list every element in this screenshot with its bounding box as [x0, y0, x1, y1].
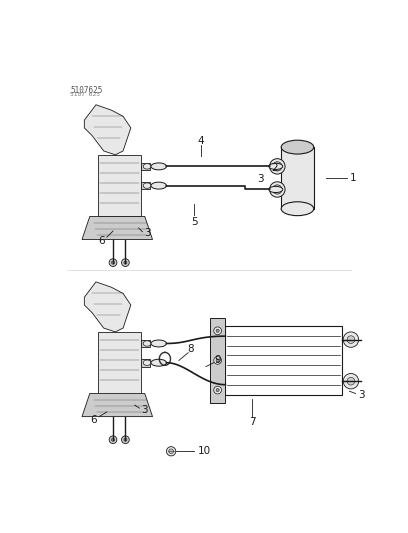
Text: 7: 7	[249, 417, 256, 427]
Circle shape	[109, 259, 117, 266]
Circle shape	[275, 165, 279, 168]
Text: 6: 6	[90, 415, 97, 425]
Bar	[141, 182, 150, 189]
Circle shape	[166, 447, 176, 456]
Polygon shape	[84, 282, 131, 332]
Ellipse shape	[151, 359, 166, 366]
Text: 10: 10	[198, 446, 211, 456]
Circle shape	[216, 389, 219, 392]
Ellipse shape	[143, 183, 151, 188]
Circle shape	[343, 332, 359, 348]
Bar	[281, 147, 314, 209]
Circle shape	[169, 449, 173, 454]
Ellipse shape	[281, 202, 314, 216]
Circle shape	[273, 185, 282, 194]
Bar	[210, 318, 225, 403]
Circle shape	[347, 336, 355, 343]
Polygon shape	[82, 393, 153, 417]
Circle shape	[122, 259, 129, 266]
Circle shape	[270, 159, 285, 174]
Bar	[141, 340, 150, 348]
Circle shape	[275, 188, 279, 191]
Text: 3: 3	[144, 228, 151, 238]
Text: 3: 3	[257, 174, 264, 184]
Ellipse shape	[269, 187, 283, 192]
Circle shape	[347, 377, 355, 385]
Polygon shape	[82, 216, 153, 239]
Text: 3: 3	[358, 390, 364, 400]
Circle shape	[343, 374, 359, 389]
Ellipse shape	[151, 340, 166, 347]
Circle shape	[273, 161, 282, 171]
Circle shape	[109, 436, 117, 443]
Circle shape	[216, 329, 219, 332]
Text: 5: 5	[191, 217, 198, 227]
Ellipse shape	[143, 341, 151, 346]
Bar	[98, 155, 141, 216]
Bar	[98, 332, 141, 393]
Ellipse shape	[281, 140, 314, 154]
Circle shape	[214, 386, 222, 394]
Text: 4: 4	[197, 136, 204, 146]
Bar	[141, 163, 150, 170]
Bar	[225, 326, 341, 395]
Ellipse shape	[269, 163, 283, 169]
Text: 2: 2	[272, 163, 278, 173]
Circle shape	[124, 261, 127, 264]
Ellipse shape	[151, 163, 166, 170]
Circle shape	[111, 261, 115, 264]
Circle shape	[214, 357, 222, 364]
Circle shape	[216, 359, 219, 362]
Polygon shape	[84, 105, 131, 155]
Circle shape	[214, 327, 222, 335]
Circle shape	[270, 182, 285, 197]
Text: 3: 3	[141, 406, 147, 415]
Text: 5107 625: 5107 625	[70, 92, 100, 98]
Text: 8: 8	[187, 344, 194, 354]
Text: 6: 6	[98, 236, 105, 246]
Circle shape	[124, 438, 127, 441]
Ellipse shape	[143, 164, 151, 169]
Ellipse shape	[143, 360, 151, 366]
Circle shape	[122, 436, 129, 443]
Circle shape	[111, 438, 115, 441]
Text: 5107625: 5107625	[70, 85, 103, 94]
Bar	[141, 359, 150, 367]
Text: 1: 1	[350, 173, 357, 183]
Text: 9: 9	[214, 356, 221, 366]
Ellipse shape	[151, 182, 166, 189]
